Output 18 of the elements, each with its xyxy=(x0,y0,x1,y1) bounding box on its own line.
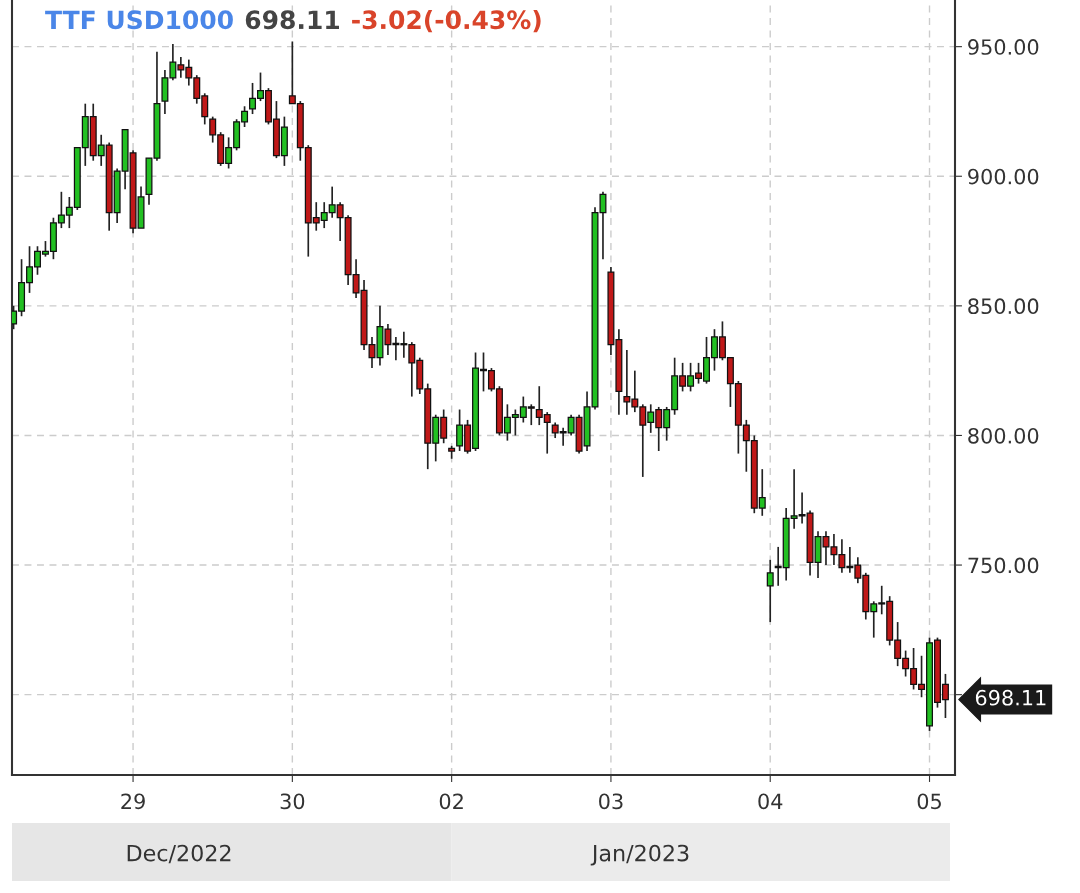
y-tick-label: 750.00 xyxy=(968,557,1039,574)
candlestick xyxy=(766,559,774,623)
y-tick-label: 900.00 xyxy=(968,168,1039,185)
text: Jan/2023 xyxy=(590,844,689,866)
y-tick-label: 800.00 xyxy=(968,427,1039,444)
text: Dec/2022 xyxy=(127,844,231,864)
y-tick-label: 950.00 xyxy=(968,39,1039,55)
chart-title: TTF USD1000 xyxy=(45,10,233,30)
text: 698.11 xyxy=(975,689,1046,706)
x-tick-label: 02 xyxy=(439,793,463,810)
annotation: 698.11 xyxy=(245,10,339,30)
x-tick-label: 29 xyxy=(121,793,145,810)
x-tick-label: 04 xyxy=(758,793,783,810)
y-tick-label: 850.00 xyxy=(968,298,1039,315)
annotation: -3.02(-0.43%) xyxy=(352,9,541,33)
x-tick-label: 05 xyxy=(917,793,941,810)
x-tick-label: 30 xyxy=(280,793,305,810)
x-tick-label: 03 xyxy=(599,793,623,810)
